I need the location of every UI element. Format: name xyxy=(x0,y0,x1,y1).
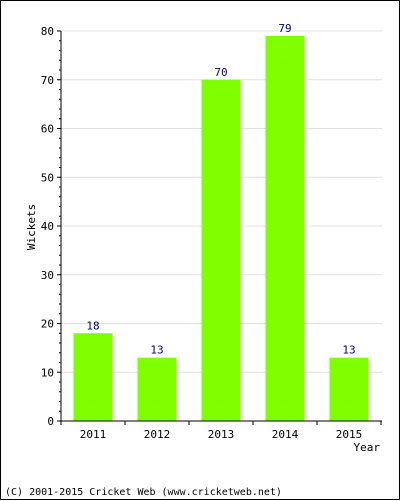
x-axis-label: Year xyxy=(354,441,381,454)
x-tick-label: 2013 xyxy=(208,428,235,441)
y-tick-label: 70 xyxy=(41,74,54,87)
y-ticks: 0 10 20 30 40 50 60 70 80 xyxy=(41,25,61,428)
data-label-2011: 18 xyxy=(86,319,99,332)
x-tick-label: 2011 xyxy=(80,428,107,441)
bar-2011 xyxy=(73,333,113,421)
x-tick-label: 2015 xyxy=(336,428,363,441)
data-label-2014: 79 xyxy=(278,22,291,35)
bar-2014 xyxy=(265,35,305,421)
x-ticks: 2011 2012 2013 2014 2015 xyxy=(60,421,382,441)
y-tick-label: 40 xyxy=(41,220,54,233)
y-tick-label: 80 xyxy=(41,25,54,38)
y-tick-label: 10 xyxy=(41,366,54,379)
bar-2013 xyxy=(201,79,241,421)
x-tick-label: 2014 xyxy=(272,428,299,441)
y-tick-label: 0 xyxy=(47,415,54,428)
data-label-2013: 70 xyxy=(214,66,227,79)
y-tick-label: 30 xyxy=(41,269,54,282)
data-label-2015: 13 xyxy=(342,344,355,357)
y-tick-label: 50 xyxy=(41,171,54,184)
bars xyxy=(73,35,369,421)
data-label-2012: 13 xyxy=(150,344,163,357)
bar-2012 xyxy=(137,357,177,421)
x-tick-label: 2012 xyxy=(144,428,171,441)
y-tick-label: 60 xyxy=(41,123,54,136)
bar-2015 xyxy=(329,357,369,421)
data-labels: 18 13 70 79 13 xyxy=(86,22,355,357)
footer-copyright: (C) 2001-2015 Cricket Web (www.cricketwe… xyxy=(5,487,282,498)
y-axis-label: Wickets xyxy=(25,204,38,250)
y-tick-label: 20 xyxy=(41,318,54,331)
